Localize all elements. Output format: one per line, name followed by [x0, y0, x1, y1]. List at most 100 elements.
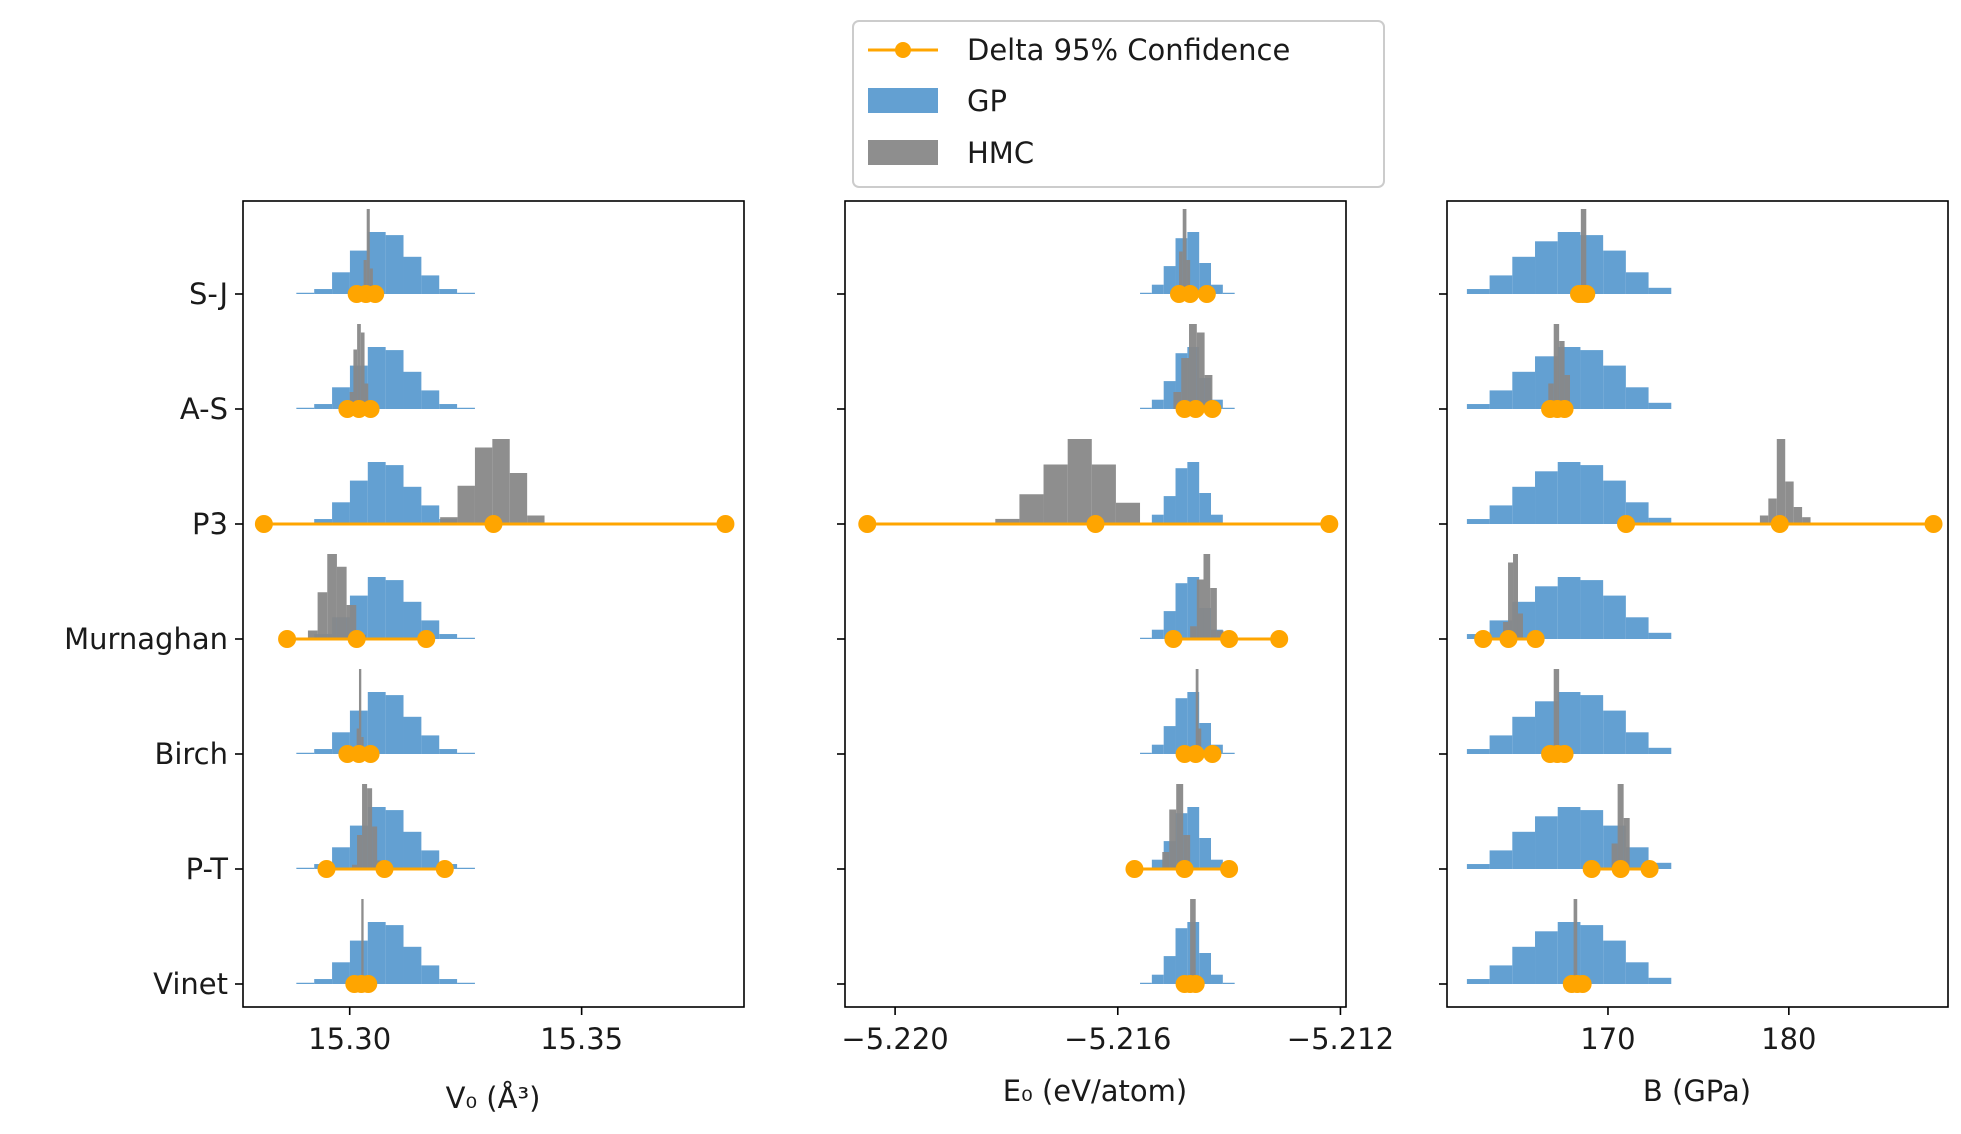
gp-hist-bar [1625, 272, 1649, 294]
gp-hist-bar [296, 292, 315, 294]
hmc-hist-bar [356, 728, 359, 754]
hmc-hist-bar [361, 899, 364, 984]
gp-hist-bar [367, 347, 386, 409]
hmc-hist-bar [1115, 502, 1141, 524]
hmc-hist-bar [1169, 809, 1177, 869]
gp-hist-bar [332, 272, 350, 294]
hmc-hist-bar [369, 268, 373, 294]
legend: Delta 95% Confidence GP HMC [852, 20, 1385, 188]
gp-hist-bar [1648, 977, 1672, 984]
gp-hist-bar [457, 407, 475, 409]
gp-hist-bar [1187, 577, 1200, 639]
gp-hist-bar [1603, 710, 1626, 754]
hmc-hist-bar [1517, 613, 1523, 639]
delta-marker [1186, 975, 1205, 993]
delta-marker [254, 515, 273, 533]
hmc-hist-bar [1196, 332, 1205, 409]
delta-marker [1220, 860, 1239, 878]
gp-hist-bar [1140, 752, 1152, 754]
gp-hist-bar [457, 867, 475, 869]
gp-hist-bar [1211, 859, 1223, 869]
delta-marker [1181, 285, 1200, 303]
gp-hist-bar [457, 292, 475, 294]
delta-marker [1474, 630, 1493, 648]
delta-marker [361, 745, 380, 763]
legend-delta-marker-swatch [895, 42, 911, 58]
gp-hist-bar [1648, 747, 1672, 754]
gp-hist-bar [1163, 726, 1176, 754]
delta-marker [417, 630, 436, 648]
delta-marker [1203, 400, 1222, 418]
delta-marker [1086, 515, 1105, 533]
delta-marker [1770, 515, 1789, 533]
legend-frame [852, 20, 1385, 188]
gp-hist-bar [1199, 723, 1212, 754]
gp-hist-bar [1557, 462, 1581, 524]
gp-hist-bar [1512, 946, 1536, 984]
x-axis-label-b: B (GPa) [1643, 1074, 1751, 1108]
hmc-hist-bar [1759, 515, 1769, 524]
gp-hist-bar [385, 580, 404, 639]
legend-hmc-swatch [868, 140, 938, 165]
gp-hist-bar [1512, 831, 1536, 869]
gp-hist-bar [1625, 732, 1649, 754]
gp-hist-bar [367, 692, 386, 754]
gp-hist-bar [1466, 979, 1490, 984]
hmc-hist-bar [457, 485, 475, 524]
hmc-hist-bar [1216, 630, 1224, 639]
hmc-hist-bar [1508, 562, 1514, 639]
gp-hist-bar [1489, 505, 1513, 524]
gp-hist-bar [1466, 404, 1490, 409]
gp-hist-bar [457, 982, 475, 984]
gp-hist-bar [1222, 982, 1235, 984]
hmc-hist-bar [1195, 669, 1199, 754]
gp-hist-bar [457, 752, 475, 754]
gp-hist-bar [1211, 974, 1223, 984]
legend-delta-label: Delta 95% Confidence [967, 33, 1290, 67]
gp-hist-bar [403, 371, 422, 409]
x-axis-label-e0: E₀ (eV/atom) [1003, 1074, 1187, 1108]
delta-marker [1617, 515, 1636, 533]
gp-hist-bar [1489, 390, 1513, 409]
gp-hist-bar [385, 350, 404, 409]
gp-hist-bar [1187, 692, 1200, 754]
gp-hist-bar [421, 390, 440, 409]
x-tick-label: 180 [1761, 1022, 1816, 1056]
legend-gp-swatch [868, 88, 938, 113]
hmc-hist-bar [317, 592, 328, 639]
gp-hist-bar [296, 752, 315, 754]
hmc-hist-bar [1768, 498, 1777, 524]
hmc-hist-bar [327, 554, 337, 639]
hmc-hist-bar [1776, 439, 1786, 524]
hmc-hist-bar [1802, 517, 1811, 524]
gp-hist-bar [1151, 629, 1164, 639]
gp-hist-bar [1603, 480, 1626, 524]
gp-hist-bar [1603, 250, 1626, 294]
hmc-hist-bar [1162, 852, 1170, 869]
gp-hist-bar [332, 847, 350, 869]
gp-hist-bar [1557, 232, 1581, 294]
gp-hist-bar [1512, 256, 1536, 294]
hmc-hist-bar [1179, 251, 1183, 294]
hmc-hist-bar [1617, 784, 1624, 869]
gp-hist-bar [1466, 519, 1490, 524]
gp-hist-bar [332, 962, 350, 984]
gp-hist-bar [439, 979, 458, 984]
hmc-hist-bar [1611, 843, 1618, 869]
gp-hist-bar [457, 637, 475, 639]
gp-hist-bar [385, 465, 404, 524]
hmc-hist-bar [353, 349, 358, 409]
gp-hist-bar [1163, 611, 1176, 639]
delta-marker [1186, 745, 1205, 763]
gp-hist-bar [1535, 471, 1558, 524]
gp-hist-bar [421, 850, 440, 869]
delta-marker [1270, 630, 1289, 648]
gp-hist-bar [1151, 284, 1164, 294]
hmc-hist-bar [367, 788, 373, 869]
gp-hist-bar [1625, 962, 1649, 984]
hmc-hist-bar [336, 566, 347, 639]
gp-hist-bar [1580, 350, 1604, 409]
gp-hist-bar [1175, 698, 1188, 754]
gp-hist-bar [1466, 864, 1490, 869]
gp-hist-bar [385, 235, 404, 294]
